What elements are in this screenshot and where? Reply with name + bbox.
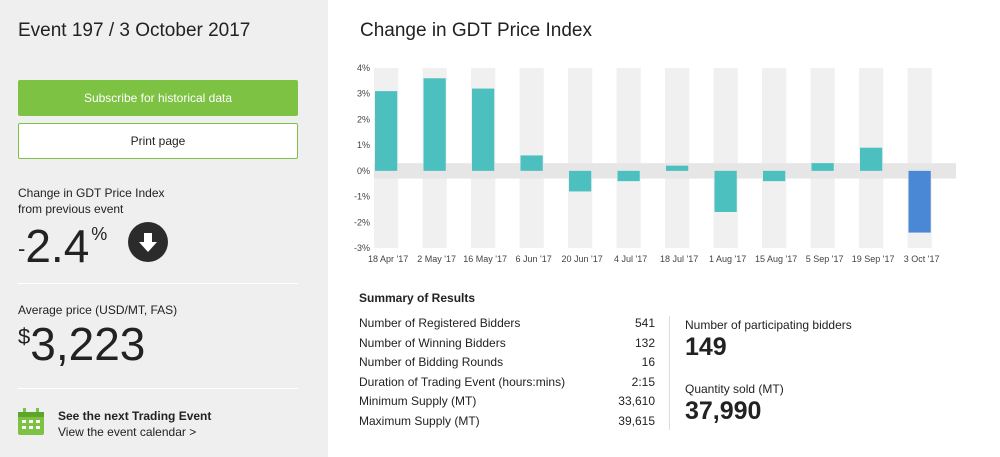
x-tick-label: 2 May '17	[417, 254, 456, 264]
change-unit: %	[91, 224, 108, 244]
change-number: 2.4	[25, 220, 90, 272]
y-tick-label: 2%	[357, 114, 370, 124]
chart-column-band	[713, 68, 738, 248]
chart-bar	[811, 163, 834, 171]
chart-bar	[860, 147, 883, 171]
summary-row-value: 39,615	[618, 413, 655, 428]
chart-bar	[423, 78, 446, 171]
chart-bar	[908, 170, 931, 233]
chart-bar	[714, 170, 737, 212]
divider	[18, 388, 298, 389]
change-value: - 2.4 %	[18, 222, 107, 272]
average-price-value: $ 3,223	[18, 318, 145, 370]
change-sign: -	[18, 236, 26, 261]
chart-bar	[520, 155, 543, 171]
left-panel: Event 197 / 3 October 2017 Subscribe for…	[0, 0, 328, 457]
change-label-line2: from previous event	[18, 202, 124, 216]
quantity-sold-label: Quantity sold (MT)	[685, 382, 784, 396]
y-tick-label: -3%	[354, 243, 370, 253]
y-tick-label: -1%	[354, 192, 370, 202]
y-tick-label: 4%	[357, 63, 370, 73]
chart-bar	[763, 170, 786, 182]
event-title: Event 197 / 3 October 2017	[18, 20, 251, 41]
average-price-number: 3,223	[30, 318, 146, 370]
x-tick-label: 20 Jun '17	[561, 254, 602, 264]
chart-column-band	[665, 68, 690, 248]
x-tick-label: 5 Sep '17	[806, 254, 844, 264]
summary-row: Number of Registered Bidders 541	[359, 316, 655, 336]
y-tick-label: 0%	[357, 166, 370, 176]
divider	[669, 316, 670, 430]
chart-column-band	[762, 68, 787, 248]
summary-row-label: Number of Registered Bidders	[359, 316, 521, 330]
summary-title: Summary of Results	[359, 291, 476, 305]
summary-row: Number of Winning Bidders 132	[359, 336, 655, 356]
x-tick-label: 3 Oct '17	[904, 254, 940, 264]
y-tick-label: -2%	[354, 217, 370, 227]
summary-row-value: 2:15	[631, 374, 655, 389]
divider	[18, 283, 298, 284]
summary-row-value: 33,610	[618, 394, 655, 408]
chart-bar	[375, 91, 398, 171]
summary-row: Minimum Supply (MT) 33,610	[359, 394, 655, 414]
summary-row-value: 132	[634, 335, 655, 350]
event-calendar-link[interactable]: View the event calendar >	[58, 425, 197, 439]
x-tick-label: 4 Jul '17	[614, 254, 647, 264]
x-tick-label: 16 May '17	[463, 254, 507, 264]
summary-row-label: Number of Winning Bidders	[359, 335, 506, 350]
summary-row: Maximum Supply (MT) 39,615	[359, 414, 655, 434]
y-tick-label: 1%	[357, 140, 370, 150]
x-tick-label: 6 Jun '17	[516, 254, 552, 264]
average-price-label: Average price (USD/MT, FAS)	[18, 303, 178, 317]
price-index-chart: 4% 3% 2% 1% 0% -1% -2% -3% 18 Apr '17 2 May '17 16…	[340, 58, 970, 274]
x-tick-label: 18 Jul '17	[660, 254, 698, 264]
subscribe-button[interactable]: Subscribe for historical data	[18, 80, 298, 116]
calendar-icon	[18, 408, 44, 435]
summary-row-label: Maximum Supply (MT)	[359, 413, 480, 428]
summary-row-label: Minimum Supply (MT)	[359, 394, 477, 408]
change-label-line1: Change in GDT Price Index	[18, 186, 165, 200]
summary-row: Duration of Trading Event (hours:mins) 2:…	[359, 375, 655, 395]
x-tick-label: 1 Aug '17	[709, 254, 746, 264]
x-tick-label: 18 Apr '17	[368, 254, 408, 264]
arrow-down-circle-icon	[128, 222, 168, 262]
summary-row: Number of Bidding Rounds 16	[359, 355, 655, 375]
chart-bar	[472, 88, 495, 171]
currency-symbol: $	[18, 324, 31, 349]
summary-row-label: Duration of Trading Event (hours:mins)	[359, 374, 566, 389]
summary-row-label: Number of Bidding Rounds	[359, 355, 504, 369]
chart-column-band	[810, 68, 835, 248]
y-tick-label: 3%	[357, 89, 370, 99]
chart-zero-band	[374, 163, 956, 179]
print-button[interactable]: Print page	[18, 123, 298, 159]
chart-svg: 4% 3% 2% 1% 0% -1% -2% -3%18 Apr '17 2 May '17 16…	[354, 63, 956, 264]
summary-row-value: 541	[634, 316, 655, 330]
x-tick-label: 15 Aug '17	[755, 254, 797, 264]
summary-row-value: 16	[641, 355, 655, 369]
chart-bar	[569, 170, 592, 192]
participating-bidders-label: Number of participating bidders	[685, 318, 852, 332]
next-event-title: See the next Trading Event	[58, 409, 212, 423]
x-tick-label: 19 Sep '17	[852, 254, 895, 264]
chart-column-band	[568, 68, 593, 248]
chart-bar	[617, 170, 640, 182]
summary-table: Number of Registered Bidders 541 Number of…	[359, 316, 655, 433]
participating-bidders-value: 149	[685, 333, 727, 361]
chart-column-band	[616, 68, 641, 248]
chart-title: Change in GDT Price Index	[360, 20, 592, 41]
quantity-sold-value: 37,990	[685, 397, 762, 425]
chart-bar	[666, 165, 689, 171]
